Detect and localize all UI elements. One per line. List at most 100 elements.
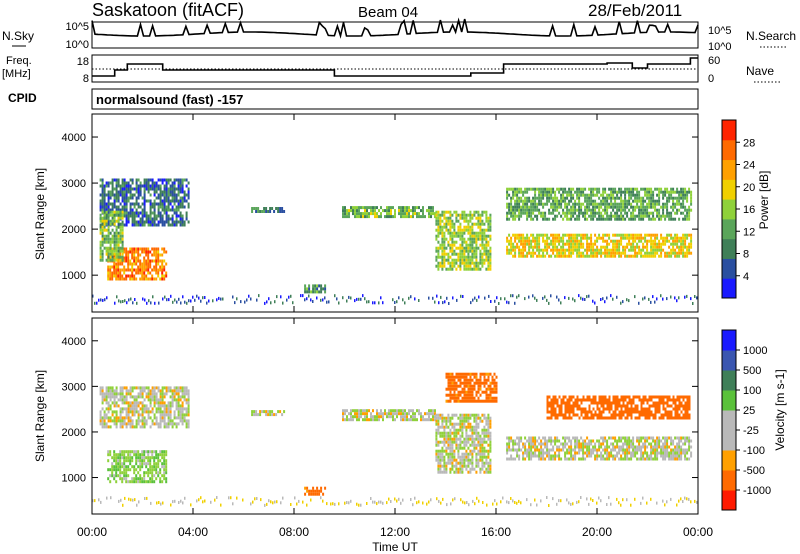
heatmap-cell [378, 209, 380, 213]
heatmap-cell [121, 480, 124, 484]
heatmap-cell [135, 450, 138, 454]
heatmap-cell [344, 215, 346, 219]
heatmap-cell [171, 392, 174, 396]
heatmap-cell [540, 448, 543, 452]
heatmap-cell [175, 386, 178, 390]
heatmap-cell [185, 392, 188, 396]
heatmap-cell [578, 193, 581, 197]
heatmap-cell [141, 202, 144, 206]
heatmap-cell [94, 301, 96, 305]
heatmap-cell [540, 202, 543, 206]
heatmap-cell [636, 214, 639, 218]
heatmap-cell [109, 404, 112, 408]
heatmap-cell [111, 258, 114, 262]
heatmap-cell [606, 445, 609, 449]
heatmap-cell [576, 254, 579, 258]
heatmap-cell [676, 451, 679, 455]
heatmap-cell [449, 210, 452, 214]
heatmap-cell [119, 274, 122, 278]
heatmap-cell [475, 237, 478, 241]
heatmap-cell [159, 407, 162, 411]
heatmap-cell [159, 202, 162, 206]
heatmap-cell [610, 239, 613, 243]
heatmap-cell [171, 220, 174, 224]
heatmap-cell [171, 205, 174, 209]
heatmap-cell [564, 190, 567, 194]
heatmap-cell [672, 187, 675, 191]
heatmap-cell [576, 248, 579, 252]
heatmap-cell [123, 471, 126, 475]
heatmap-cell [163, 422, 166, 426]
heatmap-cell [187, 181, 190, 185]
heatmap-cell [610, 193, 613, 197]
heatmap-cell [175, 205, 178, 209]
heatmap-cell [676, 187, 679, 191]
heatmap-cell [125, 413, 128, 417]
heatmap-cell [465, 440, 468, 444]
heatmap-cell [101, 228, 104, 232]
heatmap-cell [610, 211, 613, 215]
heatmap-cell [159, 184, 162, 188]
heatmap-cell [602, 190, 605, 194]
heatmap-cell [516, 236, 519, 240]
heatmap-cell [652, 457, 655, 461]
heatmap-cell [654, 451, 657, 455]
heatmap-cell [477, 437, 480, 441]
heatmap-cell [455, 219, 458, 223]
heatmap-cell [514, 239, 517, 243]
heatmap-cell [101, 187, 104, 191]
heatmap-cell [481, 455, 484, 459]
heatmap-cell [137, 480, 140, 484]
heatmap-cell [526, 448, 529, 452]
heatmap-cell [107, 404, 110, 408]
heatmap-cell [574, 236, 577, 240]
heatmap-cell [488, 294, 490, 298]
heatmap-cell [506, 251, 509, 255]
heatmap-cell [568, 217, 571, 221]
heatmap-cell [662, 211, 665, 215]
heatmap-cell [524, 211, 527, 215]
heatmap-cell [612, 233, 615, 237]
heatmap-cell [578, 242, 581, 246]
heatmap-cell [510, 236, 513, 240]
heatmap-cell [115, 231, 118, 235]
heatmap-cell [133, 407, 136, 411]
heatmap-cell [153, 386, 156, 390]
heatmap-cell [137, 259, 140, 263]
heatmap-cell [131, 250, 134, 254]
heatmap-cell [475, 246, 478, 250]
heatmap-cell [530, 436, 533, 440]
heatmap-cell [141, 450, 144, 454]
heatmap-cell [123, 416, 126, 420]
heatmap-cell [161, 410, 164, 414]
heatmap-cell [459, 261, 462, 265]
heatmap-cell [153, 450, 156, 454]
heatmap-cell [652, 211, 655, 215]
heatmap-cell [646, 211, 649, 215]
heatmap-cell [552, 445, 555, 449]
heatmap-cell [578, 199, 581, 203]
heatmap-cell [103, 398, 106, 402]
heatmap-cell [584, 217, 587, 221]
heatmap-cell [554, 451, 557, 455]
heatmap-cell [161, 392, 164, 396]
heatmap-cell [358, 409, 360, 413]
heatmap-cell [584, 439, 587, 443]
heatmap-cell [538, 193, 541, 197]
heatmap-cell [362, 294, 364, 298]
heatmap-cell [169, 404, 172, 408]
heatmap-cell [344, 418, 346, 422]
heatmap-cell [153, 416, 156, 420]
heatmap-cell [514, 248, 517, 252]
heatmap-cell [127, 389, 130, 393]
heatmap-cell [469, 449, 472, 453]
heatmap-cell [459, 213, 462, 217]
heatmap-cell [580, 187, 583, 191]
heatmap-cell [127, 211, 130, 215]
heatmap-cell [444, 300, 446, 304]
heatmap-cell [634, 193, 637, 197]
heatmap-cell [632, 187, 635, 191]
heatmap-cell [127, 416, 130, 420]
heatmap-cell [636, 245, 639, 249]
heatmap-cell [588, 187, 591, 191]
